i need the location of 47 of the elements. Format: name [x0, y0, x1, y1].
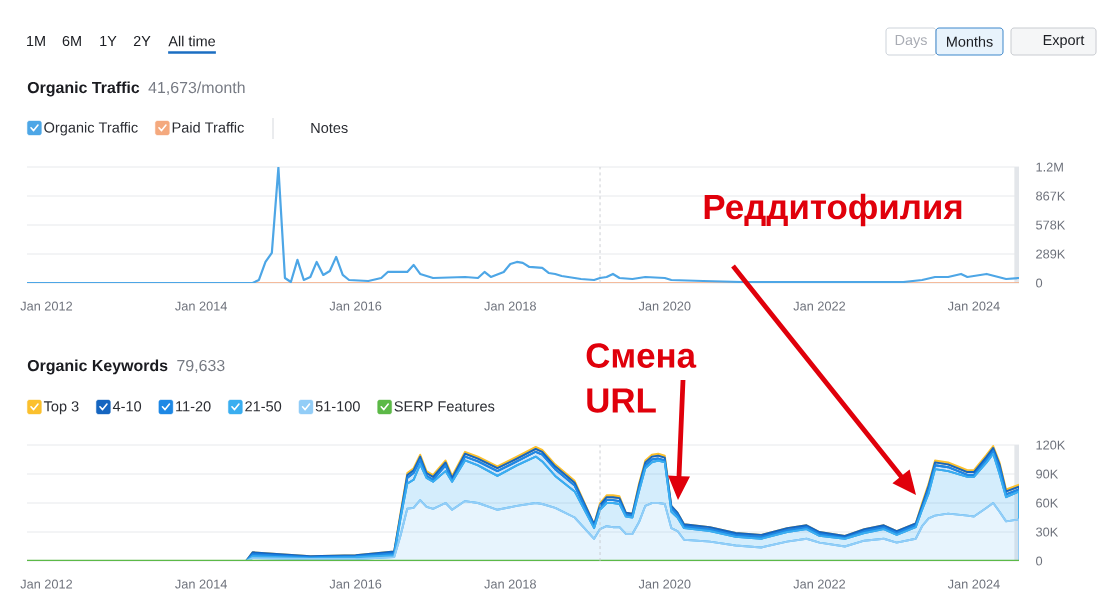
text: 6M	[62, 35, 81, 47]
y-tick-label: 60K	[1036, 498, 1059, 508]
x-tick-label: Jan 2016	[329, 301, 382, 311]
legend-label: 21-50	[245, 401, 282, 412]
text: 1Y	[100, 36, 117, 46]
text: All time	[168, 35, 216, 47]
legend-label: Paid Traffic	[172, 121, 244, 133]
text: 1M	[27, 36, 45, 46]
x-tick-label: Jan 2014	[175, 579, 227, 589]
legend-label: Organic Traffic	[44, 121, 138, 136]
text: Смена URL	[586, 343, 697, 413]
x-tick-label: Jan 2018	[484, 579, 536, 589]
x-tick-label: Jan 2024	[947, 579, 1000, 589]
x-tick-label: Jan 2024	[947, 301, 1000, 311]
chart-title: Organic Traffic	[27, 81, 140, 97]
x-tick-label: Jan 2022	[793, 579, 846, 589]
y-tick-label: 867K	[1036, 191, 1066, 201]
y-tick-label: 90K	[1036, 469, 1059, 479]
text: Months	[947, 36, 993, 47]
x-tick-label: Jan 2022	[793, 301, 846, 311]
x-tick-label: Jan 2020	[638, 579, 691, 589]
x-tick-label: Jan 2012	[20, 579, 73, 589]
x-tick-label: Jan 2012	[20, 301, 73, 311]
legend-label: 11-20	[176, 401, 211, 412]
text: Notes	[311, 122, 348, 134]
y-tick-label: 0	[1036, 556, 1043, 566]
y-tick-label: 0	[1036, 278, 1043, 288]
x-tick-label: Jan 2018	[484, 301, 536, 311]
chart-subtitle: 41,673/month	[148, 81, 245, 96]
text: Days	[895, 35, 927, 48]
legend-label: 4-10	[112, 401, 142, 412]
y-tick-label: 120K	[1036, 440, 1066, 450]
legend-label: 51-100	[315, 401, 360, 412]
text: Export	[1043, 35, 1085, 48]
chart-title: Organic Keywords	[27, 359, 168, 375]
x-tick-label: Jan 2014	[175, 301, 227, 311]
legend-label: Top 3	[43, 401, 79, 415]
legend-label: SERP Features	[394, 401, 495, 412]
chart-subtitle: 79,633	[177, 359, 225, 374]
text: 2Y	[133, 35, 151, 47]
y-tick-label: 1.2M	[1036, 162, 1063, 172]
y-tick-label: 30K	[1036, 527, 1059, 537]
y-tick-label: 289K	[1036, 249, 1066, 259]
y-tick-label: 578K	[1036, 220, 1066, 230]
x-tick-label: Jan 2020	[638, 301, 691, 311]
x-tick-label: Jan 2016	[329, 579, 382, 589]
annotation: Реддитофилия	[704, 193, 962, 227]
